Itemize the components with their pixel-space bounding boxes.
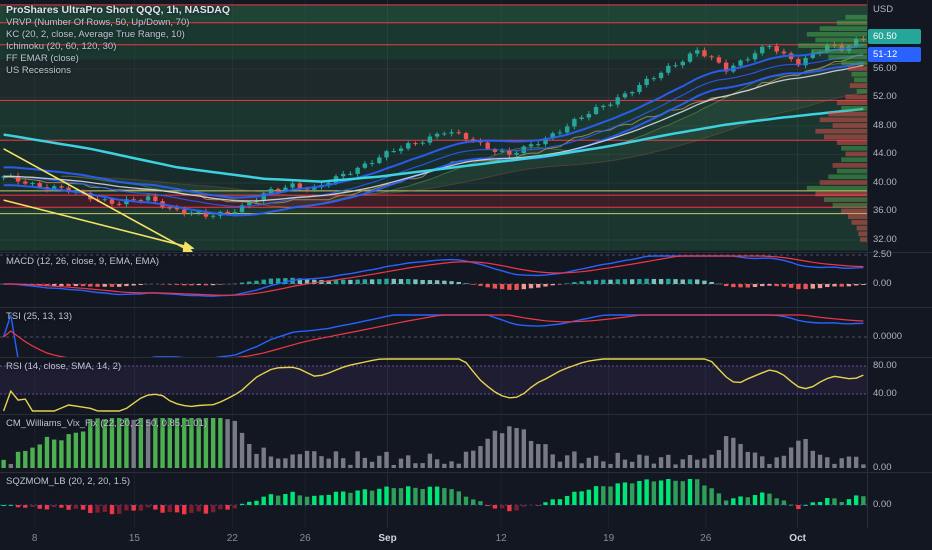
sqzmom-axis-label: 0.00 [873, 499, 892, 510]
symbol-title[interactable]: ProShares UltraPro Short QQQ, 1h, NASDAQ [6, 4, 231, 16]
wvf-axis-label: 0.00 [873, 462, 892, 473]
price-label: 36.00 [873, 205, 897, 216]
rsi-pane-title[interactable]: RSI (14, close, SMA, 14, 2) [6, 361, 122, 372]
price-axis[interactable]: USD 60.50 51-12 56.00 52.00 48.00 44.00 … [867, 0, 932, 528]
legend-item-ichimoku[interactable]: Ichimoku (20, 60, 120, 30) [6, 41, 117, 52]
time-axis[interactable]: 8 15 22 26 Sep 12 19 26 Oct [0, 528, 932, 550]
rsi-pane[interactable] [0, 358, 867, 412]
price-label: 32.00 [873, 234, 897, 245]
price-label: 44.00 [873, 148, 897, 159]
price-label: 56.00 [873, 63, 897, 74]
wvf-pane[interactable] [1, 418, 866, 468]
price-label: 52.00 [873, 91, 897, 102]
macd-axis-label: 0.00 [873, 278, 892, 289]
legend-item-us-recessions[interactable]: US Recessions [6, 65, 71, 76]
legend-item-kc[interactable]: KC (20, 2, close, Average True Range, 10… [6, 29, 185, 40]
price-pane[interactable] [0, 4, 921, 252]
macd-pane-title[interactable]: MACD (12, 26, close, 9, EMA, EMA) [6, 256, 160, 267]
time-axis-label: 26 [299, 533, 311, 544]
time-axis-label: 8 [31, 533, 38, 544]
price-label: 40.00 [873, 177, 897, 188]
tsi-pane[interactable] [0, 314, 867, 359]
rsi-axis-label: 80.00 [873, 360, 897, 371]
time-axis-label: 22 [226, 533, 238, 544]
time-axis-label: 26 [700, 533, 712, 544]
sqz-pane[interactable] [0, 479, 867, 515]
tsi-axis-label: 0.0000 [873, 331, 903, 342]
main-legend: ProShares UltraPro Short QQQ, 1h, NASDAQ… [6, 4, 230, 77]
time-axis-label: 19 [603, 533, 615, 544]
time-axis-label: 12 [495, 533, 507, 544]
time-axis-label: Oct [789, 533, 806, 544]
secondary-price-badge: 51-12 [868, 47, 921, 62]
currency-label: USD [873, 4, 894, 15]
legend-item-ff-emar[interactable]: FF EMAR (close) [6, 53, 79, 64]
time-axis-label: Sep [378, 533, 397, 544]
time-axis-label: 15 [128, 533, 140, 544]
macd-pane[interactable] [0, 254, 867, 297]
legend-item-vrvp[interactable]: VRVP (Number Of Rows, 50, Up/Down, 70) [6, 17, 190, 28]
tsi-pane-title[interactable]: TSI (25, 13, 13) [6, 311, 73, 322]
wvf-pane-title[interactable]: CM_Williams_Vix_Fix (22, 20, 2, 50, 0.85… [6, 418, 207, 429]
last-price-badge: 60.50 [868, 29, 921, 44]
macd-axis-label: 2.50 [873, 249, 892, 260]
sqzmom-pane-title[interactable]: SQZMOM_LB (20, 2, 20, 1.5) [6, 476, 131, 487]
rsi-axis-label: 40.00 [873, 388, 897, 399]
price-label: 48.00 [873, 120, 897, 131]
